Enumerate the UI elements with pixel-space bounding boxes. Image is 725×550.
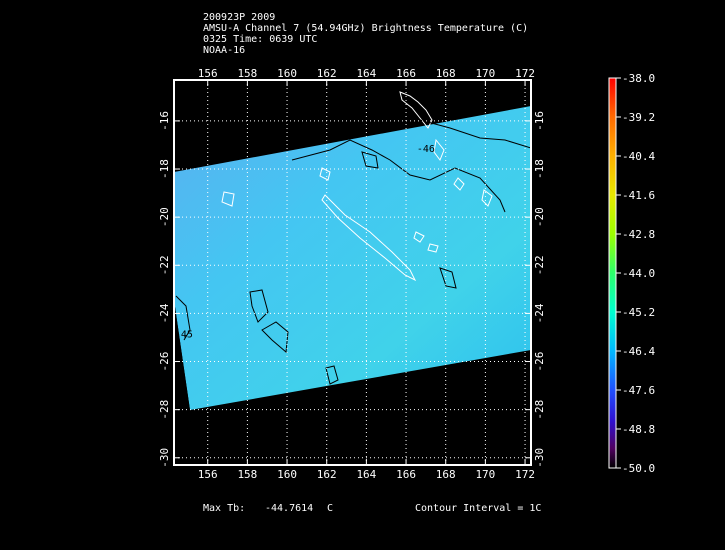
x-tick-label-top: 162 bbox=[317, 67, 337, 80]
y-axis-right: -16 -18 -20 -22 -24 -26 -28 -30 bbox=[525, 111, 546, 468]
x-tick-label-bottom: 168 bbox=[436, 468, 456, 481]
x-tick-label-top: 172 bbox=[515, 67, 535, 80]
x-tick-label-top: 160 bbox=[277, 67, 297, 80]
contour-label: -46 bbox=[417, 144, 435, 155]
chart-title-line3: 0325 Time: 0639 UTC bbox=[203, 34, 318, 45]
chart-title-line4: NOAA-16 bbox=[203, 45, 246, 56]
lat-lon-grid bbox=[174, 80, 531, 465]
plot-frame bbox=[173, 79, 532, 466]
y-tick-label-right: -22 bbox=[533, 255, 546, 275]
y-tick-label-right: -20 bbox=[533, 207, 546, 227]
x-tick-label-top: 170 bbox=[475, 67, 495, 80]
x-tick-label-bottom: 166 bbox=[396, 468, 416, 481]
y-tick-label-left: -30 bbox=[158, 448, 171, 468]
colorbar-label: -44.0 bbox=[622, 267, 655, 280]
colorbar-label: -38.0 bbox=[622, 72, 655, 85]
x-tick-label-bottom: 160 bbox=[277, 468, 297, 481]
colorbar bbox=[608, 77, 617, 469]
y-tick-label-right: -28 bbox=[533, 400, 546, 420]
y-tick-label-left: -26 bbox=[158, 352, 171, 372]
colorbar-label: -46.4 bbox=[622, 345, 655, 358]
colorbar-label: -42.8 bbox=[622, 228, 655, 241]
y-tick-label-left: -28 bbox=[158, 400, 171, 420]
x-axis-bottom: 156 158 160 162 164 166 168 170 172 bbox=[198, 459, 535, 481]
contour-label: -45 bbox=[175, 329, 193, 340]
colorbar-label: -41.6 bbox=[622, 189, 655, 202]
y-tick-label-left: -24 bbox=[158, 303, 171, 323]
y-tick-label-right: -24 bbox=[533, 303, 546, 323]
x-tick-label-bottom: 170 bbox=[475, 468, 495, 481]
x-tick-label-top: 166 bbox=[396, 67, 416, 80]
swath-left-band bbox=[174, 300, 190, 410]
max-tb-value: -44.7614 bbox=[265, 503, 314, 514]
contour-interval: Contour Interval = 1C bbox=[415, 503, 542, 514]
x-tick-label-bottom: 164 bbox=[356, 468, 376, 481]
x-tick-label-bottom: 158 bbox=[237, 468, 257, 481]
x-axis-top: 156 158 160 162 164 166 168 170 172 bbox=[198, 67, 535, 86]
chart-title-line1: 200923P 2009 bbox=[203, 12, 276, 23]
colorbar-label: -45.2 bbox=[622, 306, 655, 319]
x-tick-label-bottom: 172 bbox=[515, 468, 535, 481]
contour-labels: -46 -45 bbox=[175, 144, 435, 340]
colorbar-label: -39.2 bbox=[622, 111, 655, 124]
colorbar-labels: -38.0 -39.2 -40.4 -41.6 -42.8 -44.0 -45.2 -46.4… bbox=[616, 72, 655, 475]
x-tick-label-bottom: 162 bbox=[317, 468, 337, 481]
contours bbox=[175, 119, 531, 385]
y-tick-label-left: -16 bbox=[158, 111, 171, 131]
x-tick-label-bottom: 156 bbox=[198, 468, 218, 481]
coastlines bbox=[221, 91, 493, 282]
colorbar-label: -50.0 bbox=[622, 462, 655, 475]
y-tick-label-right: -16 bbox=[533, 111, 546, 131]
colorbar-label: -40.4 bbox=[622, 150, 655, 163]
max-tb-label: Max Tb: bbox=[203, 503, 246, 514]
y-tick-label-left: -20 bbox=[158, 207, 171, 227]
x-tick-label-top: 168 bbox=[436, 67, 456, 80]
data-swath bbox=[174, 106, 531, 410]
colorbar-label: -47.6 bbox=[622, 384, 655, 397]
y-tick-label-right: -18 bbox=[533, 159, 546, 179]
y-tick-label-left: -22 bbox=[158, 255, 171, 275]
colorbar-label: -48.8 bbox=[622, 423, 655, 436]
y-tick-label-right: -26 bbox=[533, 352, 546, 372]
x-tick-label-top: 156 bbox=[198, 67, 218, 80]
y-axis-left: -16 -18 -20 -22 -24 -26 -28 -30 bbox=[158, 111, 180, 468]
x-tick-label-top: 164 bbox=[356, 67, 376, 80]
y-tick-label-right: -30 bbox=[533, 448, 546, 468]
y-tick-label-left: -18 bbox=[158, 159, 171, 179]
chart-title-line2: AMSU-A Channel 7 (54.94GHz) Brightness T… bbox=[203, 23, 529, 34]
max-tb-unit: C bbox=[327, 503, 334, 514]
x-tick-label-top: 158 bbox=[237, 67, 257, 80]
